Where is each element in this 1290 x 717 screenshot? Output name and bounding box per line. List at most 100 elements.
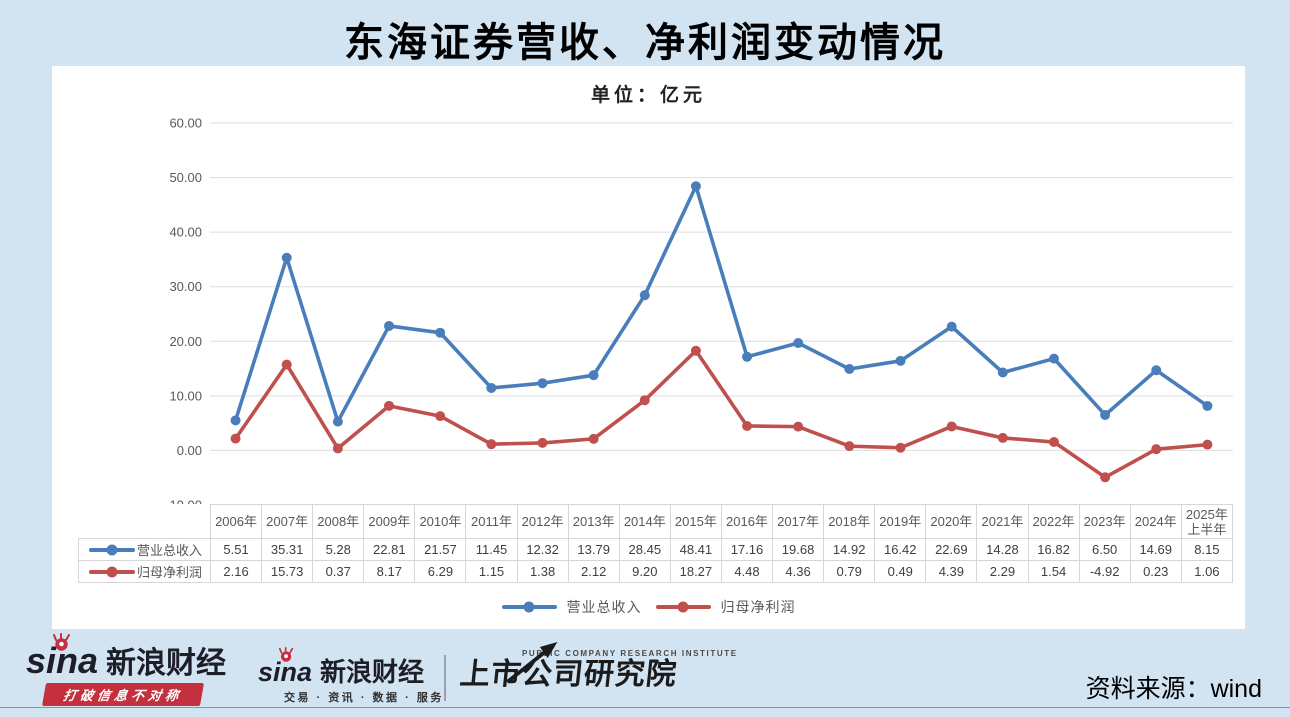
year-header-cell: 2008年 (312, 504, 365, 539)
value-cell: 8.15 (1180, 538, 1234, 561)
series-legend-cell: 营业总收入 (78, 538, 211, 561)
legend-item-net-profit: 归母净利润 (655, 597, 796, 617)
data-point-marker (895, 442, 906, 453)
table-row: 营业总收入 5.51 35.31 5.28 22.81 21.57 11.45 12.32 13… (78, 538, 1234, 561)
legend-item-revenue: 营业总收入 (501, 597, 642, 617)
year-header-cell: 2018年 (823, 504, 876, 539)
data-point-marker (537, 437, 548, 448)
footer: sina 新浪财经 打破信息不对称 sina (0, 629, 1290, 717)
sina-finance-logo-secondary: sina 新浪财经 交易 · 资讯 · 数据 · 服务 (258, 647, 444, 705)
chart-legend: 营业总收入 归母净利润 (52, 597, 1245, 617)
y-axis-tick-label: 30.00 (169, 279, 202, 294)
data-point-marker (1048, 437, 1059, 448)
data-point-marker (997, 432, 1008, 443)
data-point-marker (1100, 409, 1111, 420)
year-header-cell: 2021年 (976, 504, 1029, 539)
value-cell: 4.39 (925, 560, 978, 583)
year-header-cell: 2025年上半年 (1180, 504, 1234, 539)
table-header-row: 2006年 2007年 2008年 2009年 2010年 2011年 2012年 2013年… (79, 504, 1234, 539)
value-cell: 4.36 (772, 560, 825, 583)
data-point-marker (1151, 444, 1162, 455)
value-cell: 21.57 (414, 538, 467, 561)
data-point-marker (435, 411, 446, 422)
data-point-marker (1100, 472, 1111, 483)
value-cell: 1.15 (465, 560, 518, 583)
year-header-cell: 2012年 (516, 504, 569, 539)
sina-wordmark-small: sina (258, 657, 313, 687)
value-cell: 17.16 (720, 538, 774, 561)
legend-label-revenue: 营业总收入 (566, 599, 642, 615)
value-cell: 14.69 (1129, 538, 1182, 561)
pcri-logo: PUBLIC COMPANY RESEARCH INSTITUTE 上市公司研究… (458, 642, 738, 691)
value-cell: 48.41 (669, 538, 722, 561)
table-row: 归母净利润 2.16 15.73 0.37 8.17 6.29 1.15 1.38 2.12 9.… (78, 560, 1234, 583)
value-cell: -4.92 (1078, 560, 1131, 583)
y-axis-tick-label: 40.00 (169, 225, 202, 240)
series-net-profit (230, 345, 1213, 483)
data-point-marker (384, 400, 395, 411)
data-point-marker (742, 420, 753, 431)
value-cell: 0.23 (1129, 560, 1182, 583)
series-name: 归母净利润 (136, 565, 202, 580)
value-cell: 16.42 (874, 538, 927, 561)
year-header-cell: 2017年 (772, 504, 825, 539)
sina-services-tagline: 交易 · 资讯 · 数据 · 服务 (284, 692, 444, 704)
sina-slogan-ribbon: 打破信息不对称 (41, 683, 205, 706)
value-cell: 9.20 (618, 560, 671, 583)
value-cell: 14.92 (823, 538, 876, 561)
value-cell: 16.82 (1027, 538, 1080, 561)
y-axis-tick-label: 50.00 (169, 170, 202, 185)
value-cell: 6.50 (1078, 538, 1131, 561)
data-point-marker (435, 327, 446, 338)
year-header-cell: 2013年 (567, 504, 620, 539)
data-point-marker (230, 433, 241, 444)
value-cell: 22.69 (925, 538, 978, 561)
value-cell: 2.12 (567, 560, 620, 583)
data-point-marker (332, 416, 343, 427)
year-header-cell: 2019年 (874, 504, 927, 539)
value-cell: 1.06 (1180, 560, 1234, 583)
value-cell: 13.79 (567, 538, 620, 561)
data-point-marker (690, 181, 701, 192)
year-header-cell: 2011年 (465, 504, 518, 539)
year-header-cell: 2014年 (618, 504, 671, 539)
y-axis-tick-label: 20.00 (169, 334, 202, 349)
data-point-marker (588, 370, 599, 381)
data-point-marker (793, 421, 804, 432)
value-cell: 2.16 (209, 560, 263, 583)
data-point-marker (742, 351, 753, 362)
data-point-marker (281, 359, 292, 370)
value-cell: 8.17 (363, 560, 416, 583)
year-header-cell: 2015年 (669, 504, 722, 539)
series-line-marker-icon (89, 544, 135, 555)
data-point-marker (486, 439, 497, 450)
data-table: 2006年 2007年 2008年 2009年 2010年 2011年 2012年 2013年… (78, 504, 1234, 583)
y-axis-tick-label: 60.00 (169, 116, 202, 131)
data-point-marker (1151, 365, 1162, 376)
series-revenue (230, 181, 1213, 427)
data-source-label: 资料来源：wind (1085, 675, 1262, 703)
value-cell: 35.31 (261, 538, 314, 561)
chart-panel: 单位：亿元 60.00 50.00 40.00 30.00 20.00 10.00 0.00… (52, 66, 1245, 629)
footer-rule (0, 707, 1290, 708)
chart-unit-subtitle: 单位：亿元 (590, 85, 706, 106)
data-point-marker (639, 395, 650, 406)
value-cell: 28.45 (618, 538, 671, 561)
series-name: 营业总收入 (136, 543, 202, 558)
value-cell: 1.54 (1027, 560, 1080, 583)
sina-finance-logo-primary: sina 新浪财经 打破信息不对称 (26, 633, 226, 706)
series-line-marker-icon (89, 566, 135, 577)
series-legend-cell: 归母净利润 (78, 560, 211, 583)
value-cell: 1.38 (516, 560, 569, 583)
sina-eye-icon (279, 647, 294, 662)
value-cell: 11.45 (465, 538, 518, 561)
value-cell: 0.37 (312, 560, 365, 583)
data-point-marker (1048, 353, 1059, 364)
year-header-cell: 2024年 (1129, 504, 1182, 539)
year-header-cell: 2006年 (209, 504, 263, 539)
net-profit-line-marker-icon (655, 601, 711, 613)
data-point-marker (332, 443, 343, 454)
data-point-marker (588, 433, 599, 444)
